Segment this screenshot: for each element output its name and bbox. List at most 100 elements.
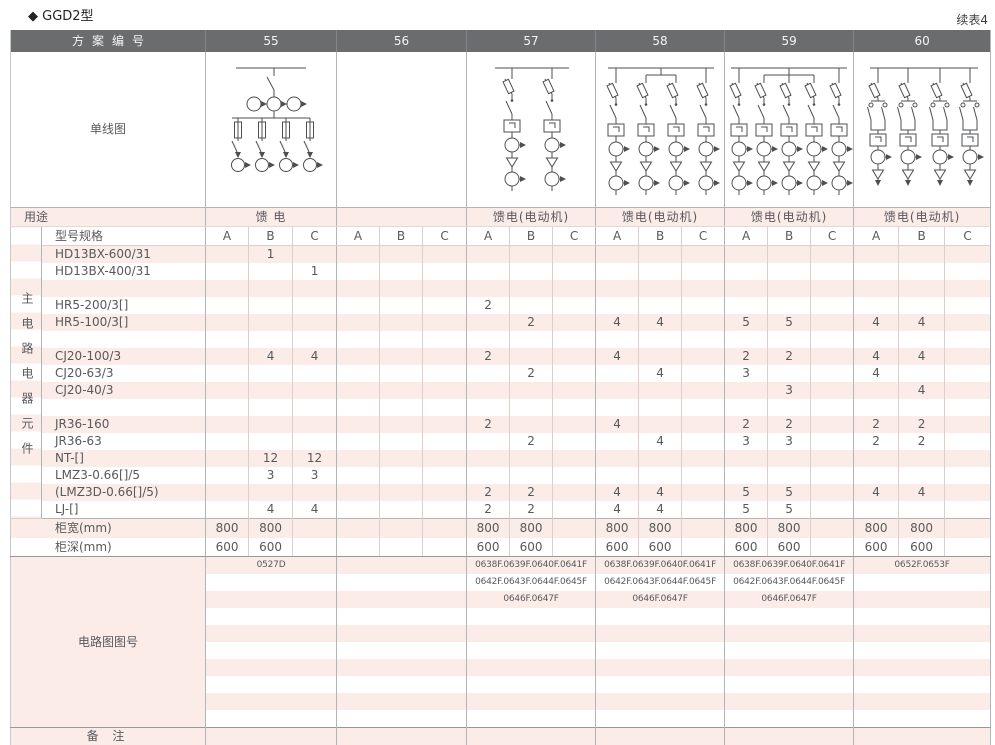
value-cell bbox=[638, 348, 682, 365]
value-cell: 2 bbox=[853, 433, 899, 450]
remarks-cell bbox=[724, 727, 854, 745]
value-cell bbox=[205, 297, 249, 314]
value-cell bbox=[379, 382, 423, 399]
single-line-diagram-59 bbox=[724, 52, 854, 208]
value-cell bbox=[336, 314, 380, 331]
value-cell bbox=[810, 382, 854, 399]
value-cell bbox=[853, 245, 899, 263]
remarks-label: 备 注 bbox=[10, 727, 206, 745]
value-cell: 2 bbox=[767, 416, 811, 433]
value-cell bbox=[248, 416, 293, 433]
circuit-number-cell bbox=[466, 625, 596, 642]
value-cell bbox=[724, 467, 768, 484]
component-row: HD13BX-400/31 1 bbox=[11, 263, 991, 280]
circuit-number-cell bbox=[205, 591, 337, 608]
value-cell bbox=[681, 382, 725, 399]
value-cell bbox=[552, 538, 596, 557]
cell: A bbox=[853, 226, 899, 246]
value-cell bbox=[810, 450, 854, 467]
value-cell bbox=[898, 501, 945, 519]
value-cell bbox=[853, 280, 899, 297]
value-cell: 3 bbox=[292, 467, 337, 484]
value-cell bbox=[595, 365, 639, 382]
value-cell bbox=[248, 314, 293, 331]
value-cell bbox=[379, 450, 423, 467]
value-cell bbox=[422, 467, 467, 484]
component-row: NT-[] 12 12 bbox=[11, 450, 991, 467]
value-cell: 1 bbox=[292, 263, 337, 280]
value-cell: 600 bbox=[509, 538, 553, 557]
value-cell: 800 bbox=[466, 518, 510, 538]
value-cell: 12 bbox=[248, 450, 293, 467]
value-cell bbox=[681, 416, 725, 433]
value-cell bbox=[810, 501, 854, 519]
single-line-diagram-58 bbox=[595, 52, 725, 208]
value-cell bbox=[292, 314, 337, 331]
value-cell bbox=[336, 348, 380, 365]
value-cell: 4 bbox=[638, 433, 682, 450]
value-cell bbox=[509, 399, 553, 416]
value-cell bbox=[422, 433, 467, 450]
value-cell bbox=[336, 484, 380, 501]
scheme-table: 方案编号 55 56 57 58 59 60 单线图 bbox=[10, 30, 992, 745]
value-cell: 800 bbox=[248, 518, 293, 538]
value-cell: 600 bbox=[767, 538, 811, 557]
value-cell bbox=[248, 331, 293, 348]
value-cell bbox=[509, 263, 553, 280]
value-cell bbox=[724, 399, 768, 416]
spec-header-label: 型号规格 bbox=[41, 226, 206, 246]
value-cell: 4 bbox=[898, 314, 945, 331]
value-cell: 600 bbox=[898, 538, 945, 557]
value-cell: 2 bbox=[509, 484, 553, 501]
usage-cell bbox=[336, 207, 467, 227]
value-cell: 800 bbox=[638, 518, 682, 538]
circuit-number-cell bbox=[336, 676, 467, 693]
value-cell bbox=[810, 245, 854, 263]
value-cell bbox=[724, 280, 768, 297]
circuit-number-row bbox=[11, 693, 991, 710]
value-cell bbox=[422, 382, 467, 399]
circuit-number-cell bbox=[336, 642, 467, 659]
value-cell bbox=[595, 399, 639, 416]
value-cell: 4 bbox=[638, 484, 682, 501]
component-row: JR36-63 2 4 3 3 2 2 bbox=[11, 433, 991, 450]
value-cell: 12 bbox=[292, 450, 337, 467]
value-cell: 3 bbox=[724, 433, 768, 450]
circuit-number-cell bbox=[724, 710, 854, 728]
value-cell bbox=[336, 450, 380, 467]
circuit-number-cell bbox=[853, 659, 991, 676]
value-cell bbox=[205, 348, 249, 365]
circuit-number-cell bbox=[853, 608, 991, 625]
value-cell bbox=[595, 245, 639, 263]
value-cell bbox=[898, 467, 945, 484]
scheme-header-55: 55 bbox=[205, 30, 337, 52]
value-cell bbox=[810, 518, 854, 538]
value-cell bbox=[552, 416, 596, 433]
value-cell bbox=[810, 484, 854, 501]
value-cell: 2 bbox=[767, 348, 811, 365]
value-cell: 4 bbox=[292, 348, 337, 365]
value-cell bbox=[552, 467, 596, 484]
value-cell bbox=[292, 297, 337, 314]
usage-cell: 馈电(电动机) bbox=[853, 207, 991, 227]
value-cell bbox=[595, 297, 639, 314]
value-cell bbox=[595, 280, 639, 297]
circuit-number-cell: 0638F.0639F.0640F.0641F bbox=[595, 556, 725, 574]
component-row: CJ20-40/3 3 4 bbox=[11, 382, 991, 399]
component-label: LJ-[] bbox=[55, 502, 79, 516]
value-cell bbox=[767, 263, 811, 280]
value-cell: 2 bbox=[466, 297, 510, 314]
value-cell bbox=[336, 297, 380, 314]
circuit-number-row: 0646F.0647F 0646F.0647F 0646F.0647F bbox=[11, 591, 991, 608]
value-cell bbox=[681, 467, 725, 484]
component-label bbox=[42, 331, 206, 348]
cabinet-depth-label: 柜深(mm) bbox=[10, 538, 206, 557]
value-cell: 2 bbox=[509, 365, 553, 382]
value-cell bbox=[944, 501, 991, 519]
scheme-header-59: 59 bbox=[724, 30, 854, 52]
value-cell bbox=[292, 365, 337, 382]
component-row bbox=[11, 331, 991, 348]
value-cell bbox=[336, 501, 380, 519]
value-cell bbox=[767, 467, 811, 484]
